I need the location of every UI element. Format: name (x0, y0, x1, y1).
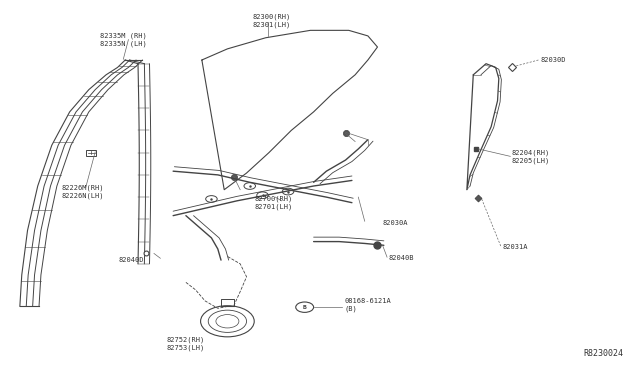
Text: 82030D: 82030D (540, 57, 566, 63)
Text: 82030A: 82030A (383, 220, 408, 226)
Text: 82031A: 82031A (502, 244, 527, 250)
Text: 82040B: 82040B (389, 255, 415, 261)
Text: R8230024: R8230024 (583, 349, 623, 358)
Text: 82300(RH)
82301(LH): 82300(RH) 82301(LH) (253, 14, 291, 28)
Text: 82040D: 82040D (119, 257, 145, 263)
Text: 82700(RH)
82701(LH): 82700(RH) 82701(LH) (255, 195, 293, 210)
Text: 82752(RH)
82753(LH): 82752(RH) 82753(LH) (167, 336, 205, 351)
Text: 08168-6121A
(B): 08168-6121A (B) (344, 298, 391, 312)
Text: 82226M(RH)
82226N(LH): 82226M(RH) 82226N(LH) (61, 184, 104, 199)
Text: 82335M (RH)
82335N (LH): 82335M (RH) 82335N (LH) (100, 32, 147, 47)
Text: B: B (303, 305, 307, 310)
Text: 82204(RH)
82205(LH): 82204(RH) 82205(LH) (511, 149, 550, 164)
FancyBboxPatch shape (86, 150, 97, 155)
